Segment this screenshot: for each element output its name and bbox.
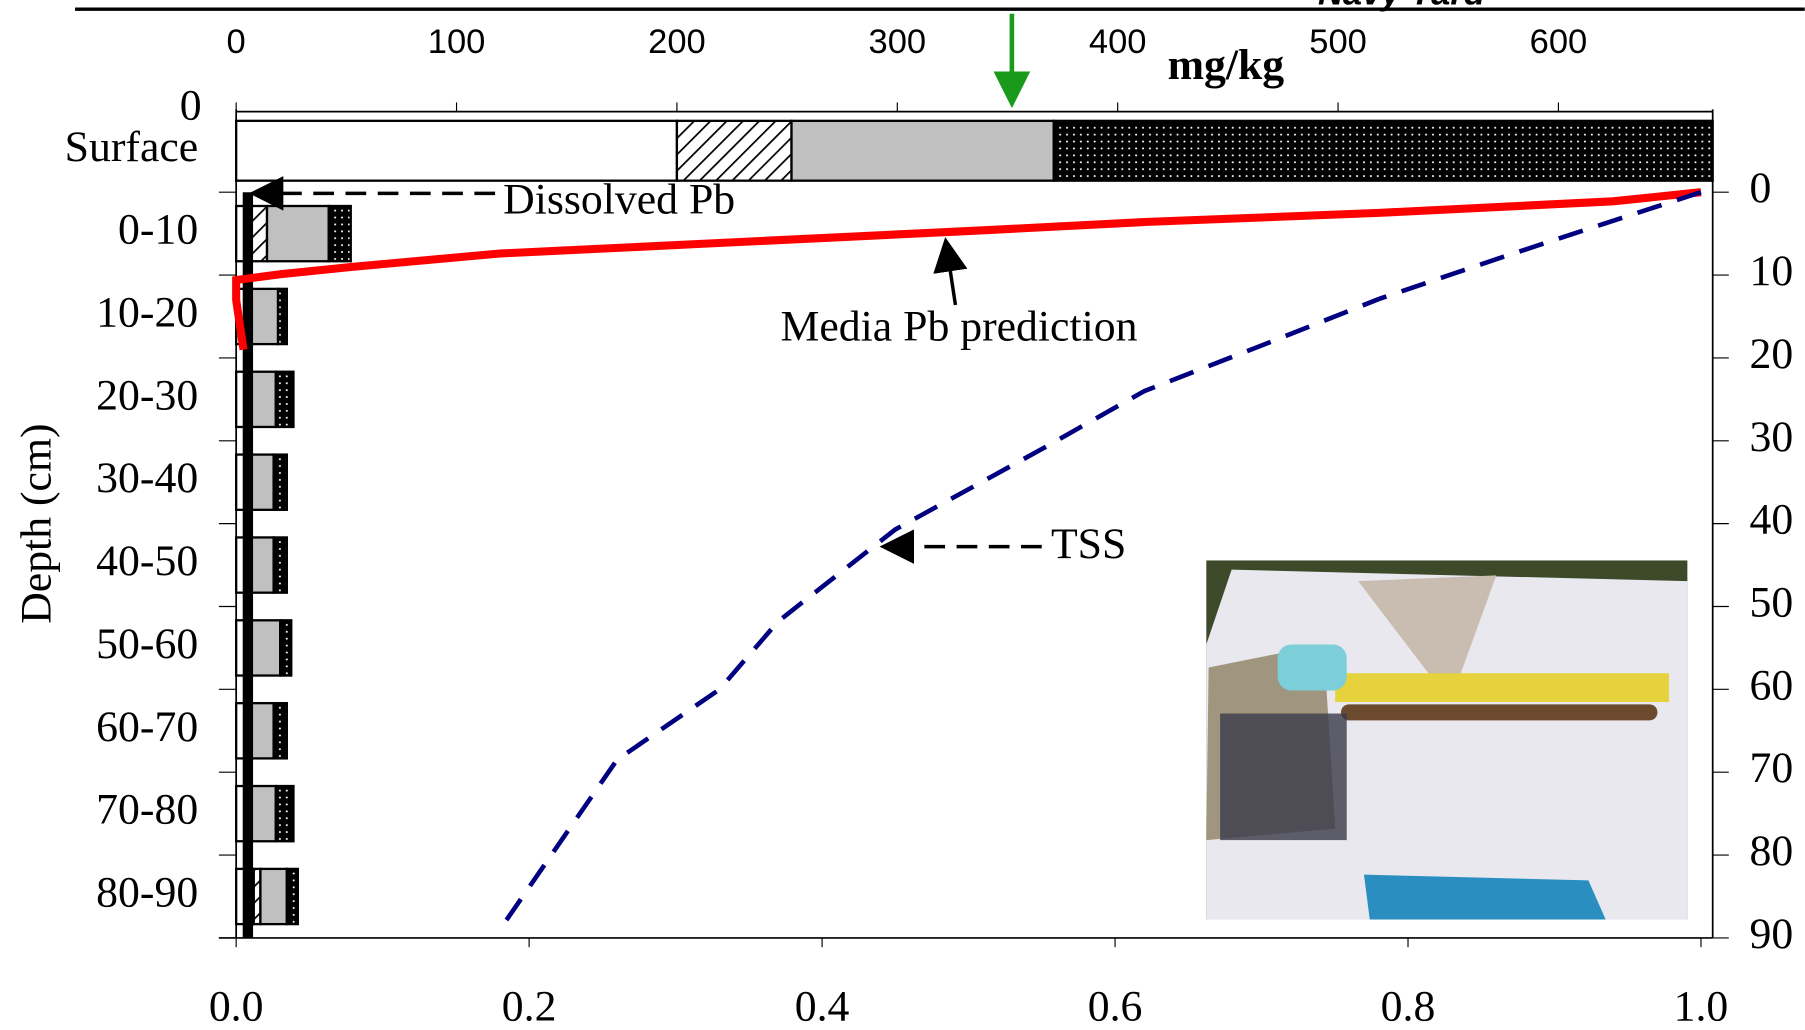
bar-segment [272, 453, 289, 511]
category-label: 60-70 [96, 703, 198, 751]
y-axis-label: Depth (cm) [13, 423, 61, 623]
x-tick-label: 0.8 [1381, 982, 1436, 1030]
category-label: 20-30 [96, 371, 198, 419]
category-label: 80-90 [96, 869, 198, 917]
category-label: 30-40 [96, 454, 198, 502]
y-tick-label: 0 [180, 81, 202, 129]
category-label: 40-50 [96, 537, 198, 585]
y2-tick-label: 90 [1750, 910, 1794, 958]
category-label: 50-60 [96, 620, 198, 668]
bar-segment [265, 204, 330, 263]
category-label: 0-10 [118, 206, 198, 254]
bar-segment [279, 619, 293, 677]
bar-segment [235, 119, 679, 182]
y2-tick-label: 30 [1750, 413, 1794, 461]
y2-tick-label: 60 [1750, 661, 1794, 709]
y2-tick-label: 80 [1750, 827, 1794, 875]
x-tick-label: 0.6 [1088, 982, 1143, 1030]
x-tick-label: 0.4 [795, 982, 850, 1030]
x-tick-label: 0.2 [502, 982, 557, 1030]
bar-segment [675, 119, 793, 182]
profile-line [232, 188, 1702, 351]
bar-segment [285, 867, 300, 926]
profile-line [497, 190, 1702, 931]
bar-segment [259, 867, 289, 926]
x-axis-label: mg/kg [1168, 41, 1285, 89]
bar-segment [274, 784, 295, 843]
x-tick-label: 300 [868, 23, 926, 61]
y2-tick-label: 10 [1750, 247, 1794, 295]
bar-segment [1052, 119, 1714, 182]
bar-segment [272, 702, 289, 760]
x-tick-label: 1.0 [1674, 982, 1729, 1030]
title: Navy Yard [1318, 0, 1486, 13]
y2-tick-label: 70 [1750, 744, 1794, 792]
bar-segment [276, 287, 289, 346]
x-tick-label: 0.0 [209, 982, 264, 1030]
x-tick-label: 100 [428, 23, 486, 61]
annotation-arrow [933, 237, 968, 306]
bar-segment [274, 370, 295, 429]
bar-segment [272, 536, 289, 594]
y2-tick-label: 40 [1750, 496, 1794, 544]
photo-inset [1206, 560, 1688, 920]
annotation: Media Pb prediction [781, 302, 1138, 350]
x-tick-label: 200 [648, 23, 706, 61]
y2-tick-label: 50 [1750, 579, 1794, 627]
category-label: 10-20 [96, 289, 198, 337]
annotation: TSS [1051, 520, 1126, 568]
x-tick-label: 0 [227, 23, 246, 61]
x-tick-label: 400 [1089, 23, 1147, 61]
y2-tick-label: 0 [1750, 164, 1772, 212]
annotation: Dissolved Pb [503, 176, 735, 224]
bar-segment [790, 119, 1055, 182]
bar-segment [250, 204, 269, 263]
x-tick-label: 600 [1530, 23, 1588, 61]
y2-tick-label: 20 [1750, 330, 1794, 378]
category-label: 70-80 [96, 786, 198, 834]
category-label: Surface [65, 123, 199, 171]
bar-segment [327, 204, 352, 263]
x-tick-label: 500 [1309, 23, 1367, 61]
